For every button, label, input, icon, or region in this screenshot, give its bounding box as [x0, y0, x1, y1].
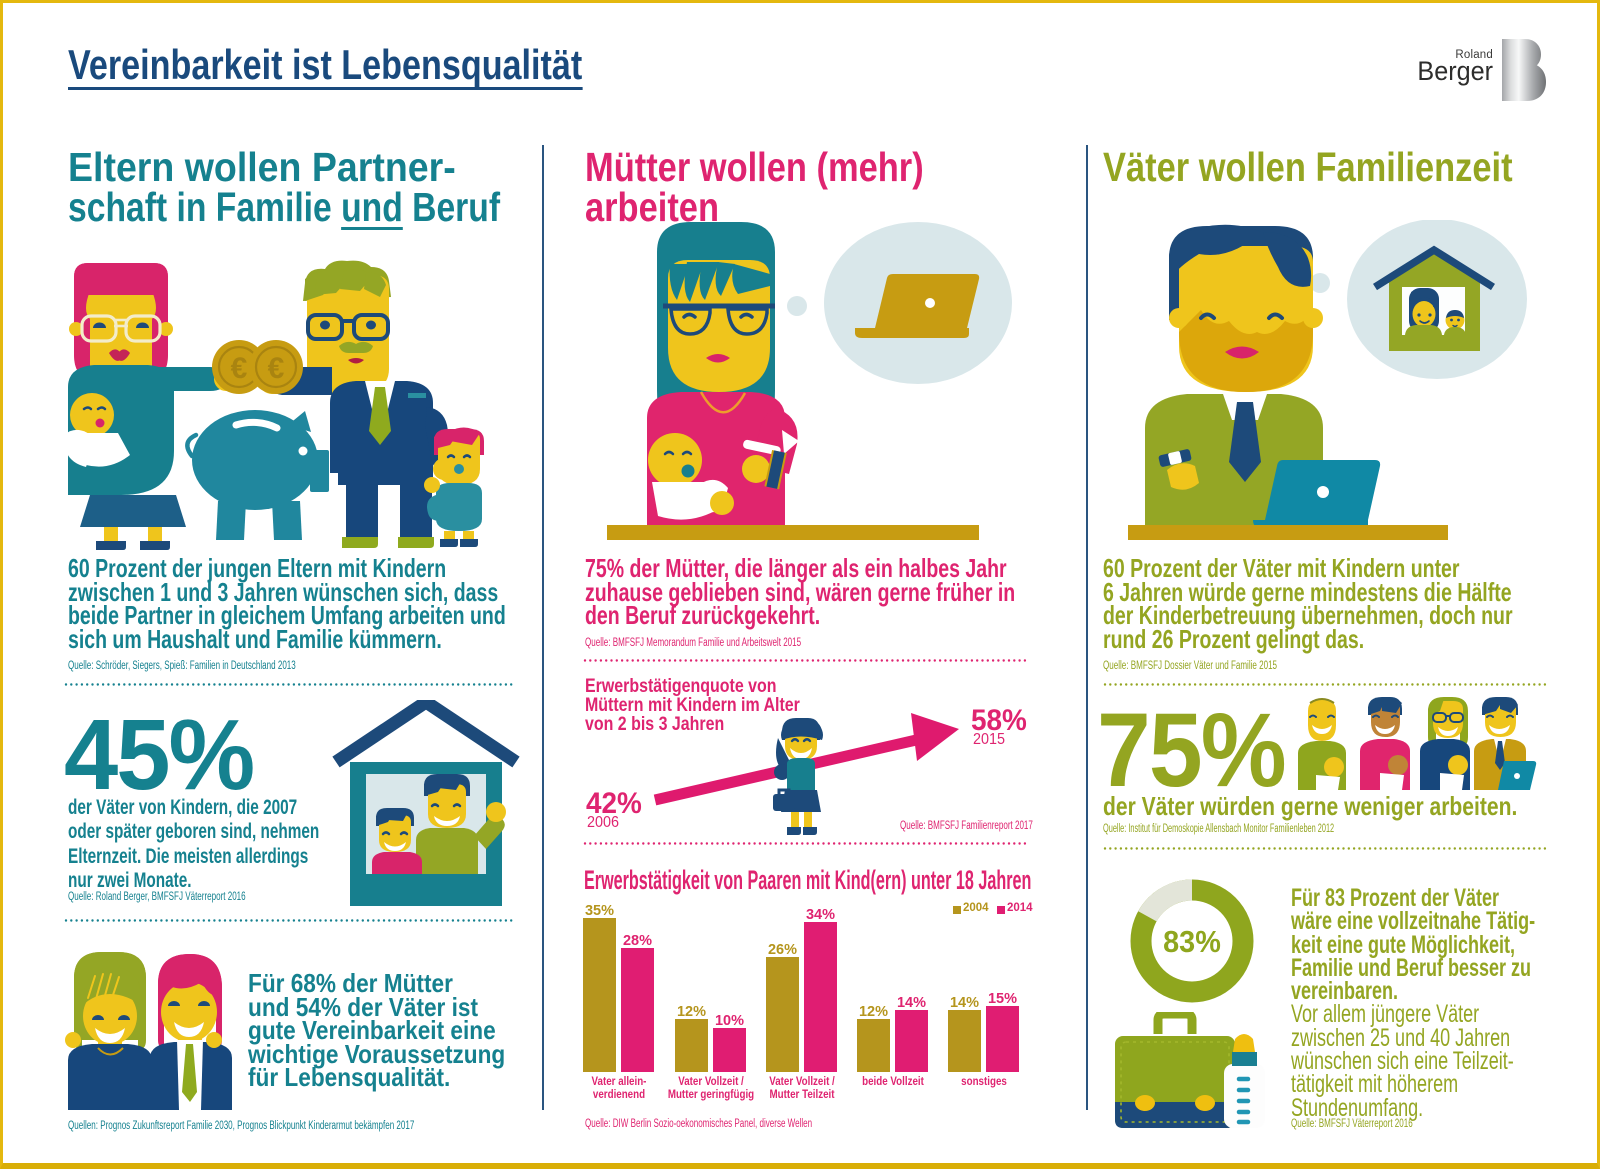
- svg-text:€: €: [231, 352, 248, 385]
- svg-text:83%: 83%: [1163, 925, 1221, 959]
- svg-text:€: €: [268, 352, 285, 385]
